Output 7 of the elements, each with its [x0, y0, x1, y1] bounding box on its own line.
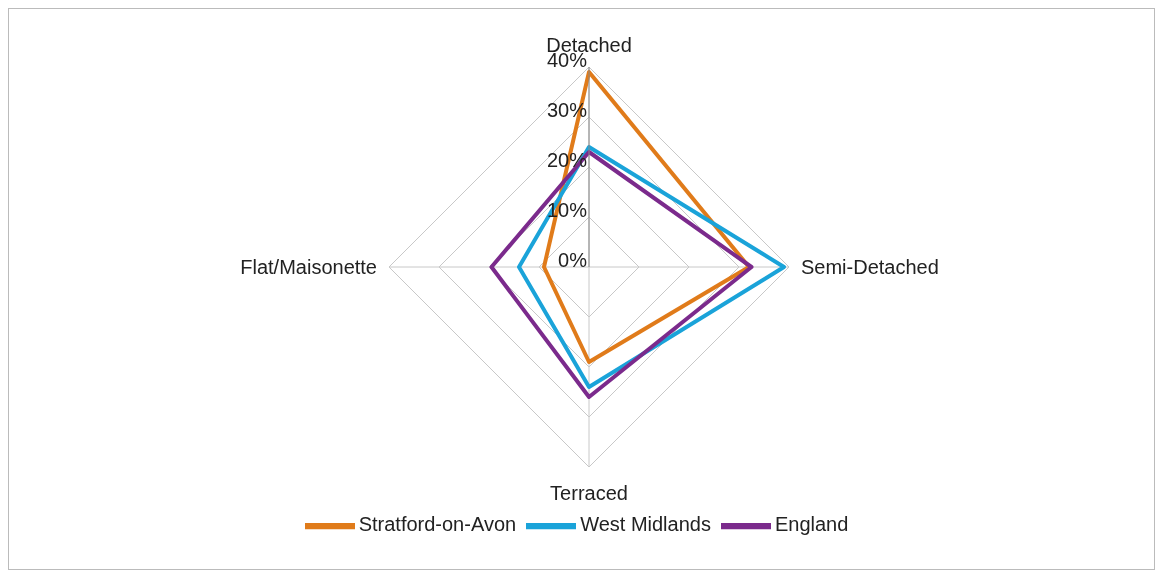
spoke-label: Semi-Detached: [801, 256, 939, 278]
spoke-label: Flat/Maisonette: [240, 256, 377, 278]
legend-label: England: [774, 513, 849, 536]
legend-label: West Midlands: [580, 513, 711, 536]
legend-label: Stratford-on-Avon: [358, 513, 517, 536]
y-tick-label: 0%: [558, 249, 588, 271]
spoke-label: Terraced: [550, 482, 628, 504]
